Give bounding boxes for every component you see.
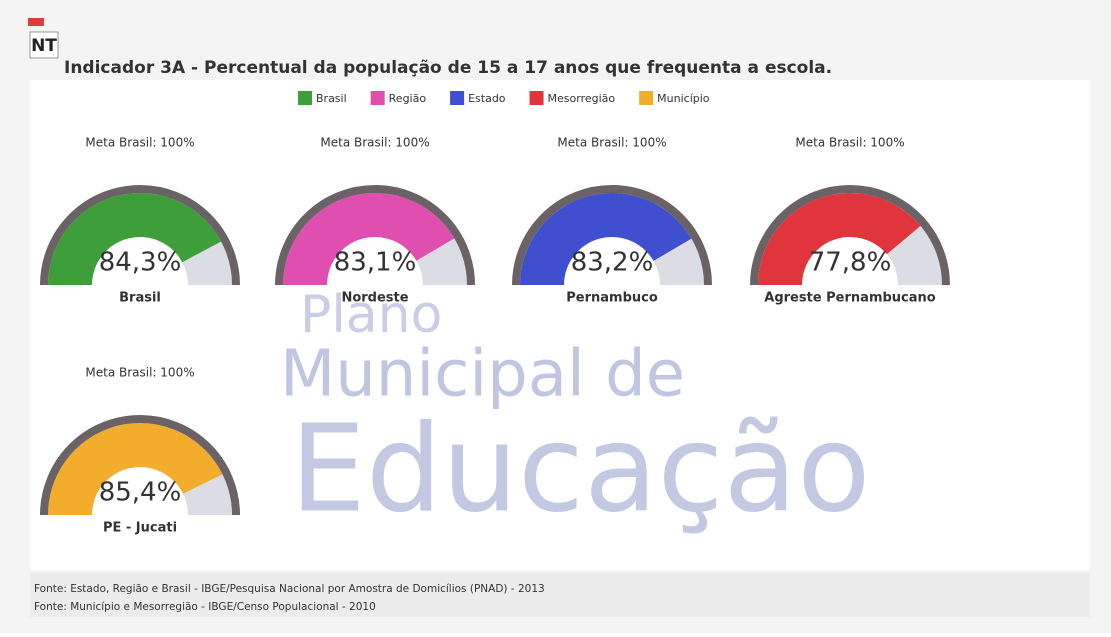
value-label: 77,8%	[809, 248, 892, 278]
gauge-fill	[48, 422, 223, 515]
watermark: Plano	[300, 285, 442, 345]
chart-title: Indicador 3A - Percentual da população d…	[64, 58, 832, 78]
logo-box	[29, 31, 59, 59]
legend-label: Região	[389, 92, 427, 105]
watermark: Municipal de	[280, 338, 685, 412]
legend-swatch	[529, 91, 544, 105]
gauge-rim	[512, 185, 712, 286]
legend-swatch	[370, 91, 385, 105]
watermark: Educação	[290, 401, 871, 540]
legend-label: Município	[657, 92, 710, 105]
value-label: 83,2%	[571, 248, 654, 278]
gauge-label: Agreste Pernambucano	[764, 291, 936, 306]
footer-band	[30, 572, 1090, 617]
legend-swatch	[450, 91, 465, 105]
target-label: Meta Brasil: 100%	[85, 136, 194, 150]
gauge-label: Pernambuco	[566, 291, 658, 306]
gauge-fill	[758, 193, 921, 285]
target-label: Meta Brasil: 100%	[795, 136, 904, 150]
logo: NT	[31, 36, 57, 56]
gauge-rim	[750, 185, 950, 286]
value-label: 83,1%	[334, 248, 417, 278]
value-label: 84,3%	[99, 248, 182, 278]
legend-label: Brasil	[316, 92, 347, 105]
gauge-fill	[48, 193, 222, 285]
target-label: Meta Brasil: 100%	[557, 136, 666, 150]
gauge-fill	[520, 192, 692, 285]
gauge-rim	[40, 415, 240, 516]
logo-tab	[28, 18, 44, 26]
legend-label: Mesorregião	[548, 92, 616, 105]
gauge-rim	[40, 185, 240, 286]
gauge-fill	[283, 193, 455, 285]
target-label: Meta Brasil: 100%	[320, 136, 429, 150]
legend-swatch	[298, 91, 312, 105]
source-note: Fonte: Município e Mesorregião - IBGE/Ce…	[34, 601, 376, 613]
target-label: Meta Brasil: 100%	[85, 366, 194, 380]
gauge-rim	[275, 185, 475, 286]
source-note: Fonte: Estado, Região e Brasil - IBGE/Pe…	[34, 583, 545, 595]
legend-swatch	[639, 91, 654, 105]
gauge-label: PE - Jucati	[103, 521, 177, 536]
gauge-label: Brasil	[119, 291, 161, 306]
legend-label: Estado	[468, 92, 506, 105]
value-label: 85,4%	[99, 478, 182, 508]
gauge-label: Nordeste	[341, 291, 408, 306]
